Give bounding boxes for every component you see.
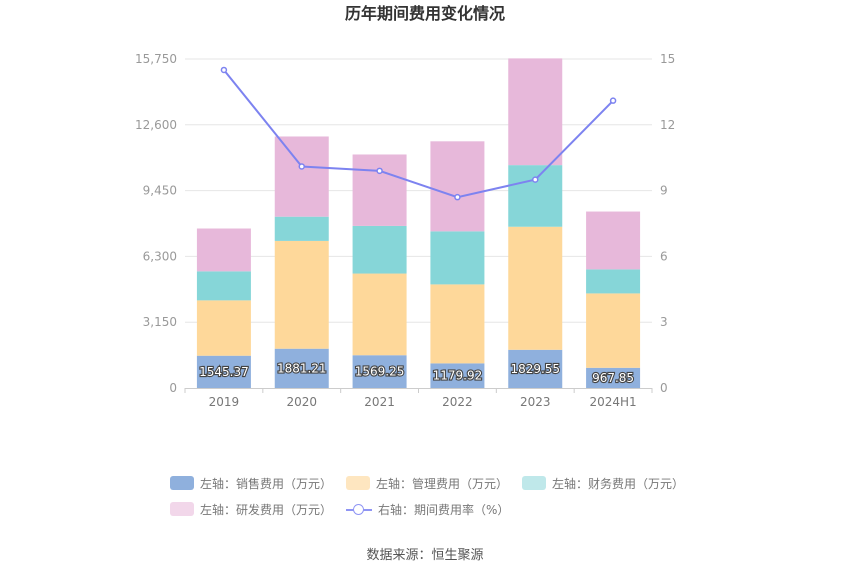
rate-point <box>454 193 461 201</box>
y-left-tick-label: 3,150 <box>143 315 177 329</box>
data-labels: 1545.37 1881.21 1569.25 1179.92 1829.55 967.8… <box>198 360 635 386</box>
bar-data-label: 1829.55 <box>510 362 560 376</box>
x-tick-label: 2019 <box>209 395 240 409</box>
x-tick-label: 2020 <box>286 395 317 409</box>
bar-data-label: 1881.21 <box>277 361 327 375</box>
legend-label-sales: 左轴：销售费用（万元） <box>200 476 333 491</box>
y-left-tick-label: 0 <box>169 381 177 395</box>
legend-swatch-rd <box>170 502 194 516</box>
bar-segment <box>274 216 329 241</box>
y-right-tick-label: 3 <box>660 315 668 329</box>
y-right-tick-label: 12 <box>660 118 675 132</box>
bar-segment <box>430 141 485 232</box>
bar-segment <box>196 300 251 356</box>
legend-label-admin: 左轴：管理费用（万元） <box>376 476 509 491</box>
rate-point <box>220 66 228 74</box>
bar-segment <box>274 348 329 388</box>
rate-point <box>532 176 539 183</box>
axes: 0 3,150 6,300 9,450 12,600 15,750 0 3 6 9 12 15 2019… <box>135 52 675 409</box>
rate-point <box>298 163 305 170</box>
bar-segment <box>352 225 407 274</box>
rate-point <box>376 167 383 175</box>
bar-segment <box>196 228 251 272</box>
chart-title: 历年期间费用变化情况 <box>345 4 505 23</box>
y-right-tick-label: 15 <box>660 52 675 66</box>
bar-segment <box>274 136 329 217</box>
legend-swatch-admin <box>346 476 371 490</box>
y-left-tick-label: 6,300 <box>143 249 177 263</box>
legend-swatch-sales <box>170 476 194 490</box>
bar-segment <box>508 165 563 227</box>
bar-data-label: 1569.25 <box>355 365 405 379</box>
bar-data-label: 967.85 <box>592 371 634 385</box>
legend-label-rate: 右轴：期间费用率（%） <box>378 502 510 517</box>
bar-segment <box>430 363 485 388</box>
bar-segment <box>196 271 251 301</box>
rate-line <box>223 69 614 199</box>
source-note: 数据来源：恒生聚源 <box>366 548 484 563</box>
bar-data-label: 1179.92 <box>433 369 483 383</box>
x-tick-label: 2022 <box>442 395 473 409</box>
bar-segment <box>586 211 641 270</box>
x-tick-label: 2023 <box>520 395 551 409</box>
legend-item-sales[interactable]: 左轴：销售费用（万元） <box>170 475 332 492</box>
bar-segment <box>274 240 329 349</box>
grid <box>185 58 652 323</box>
y-right-tick-label: 9 <box>660 184 668 198</box>
bar-data-label: 1545.37 <box>199 365 249 379</box>
y-right-tick-label: 6 <box>660 249 668 263</box>
x-tick-label: 2024H1 <box>589 395 636 409</box>
legend-label-rd: 左轴：研发费用（万元） <box>200 502 333 517</box>
bar-segment <box>352 154 407 226</box>
y-left-tick-label: 15,750 <box>135 52 177 66</box>
bar-segment <box>430 284 485 364</box>
y-left-tick-label: 12,600 <box>135 118 177 132</box>
line-series <box>220 66 617 201</box>
legend-label-finance: 左轴：财务费用（万元） <box>552 476 685 491</box>
bar-segment <box>196 355 251 388</box>
bar-segment <box>430 231 485 285</box>
bar-segment <box>352 273 407 356</box>
legend-item-finance[interactable]: 左轴：财务费用（万元） <box>522 475 684 492</box>
bar-segment <box>508 349 563 388</box>
bar-segment <box>586 269 641 294</box>
bar-segment <box>508 226 563 350</box>
legend: 左轴：销售费用（万元） 左轴：管理费用（万元） 左轴：财务费用（万元） 左轴：研… <box>170 470 690 522</box>
bar-segment <box>352 355 407 388</box>
bar-segment <box>586 293 641 368</box>
bars <box>196 58 641 388</box>
legend-item-rate[interactable]: 右轴：期间费用率（%） <box>346 501 509 518</box>
y-left-tick-label: 9,450 <box>143 184 177 198</box>
legend-swatch-rate <box>346 502 373 516</box>
y-right-tick-label: 0 <box>660 381 668 395</box>
x-tick-label: 2021 <box>364 395 395 409</box>
legend-item-rd[interactable]: 左轴：研发费用（万元） <box>170 501 332 518</box>
legend-item-admin[interactable]: 左轴：管理费用（万元） <box>346 475 508 492</box>
bar-segment <box>586 367 641 388</box>
rate-point <box>609 97 617 104</box>
bar-segment <box>508 58 563 166</box>
legend-swatch-finance <box>522 476 547 490</box>
